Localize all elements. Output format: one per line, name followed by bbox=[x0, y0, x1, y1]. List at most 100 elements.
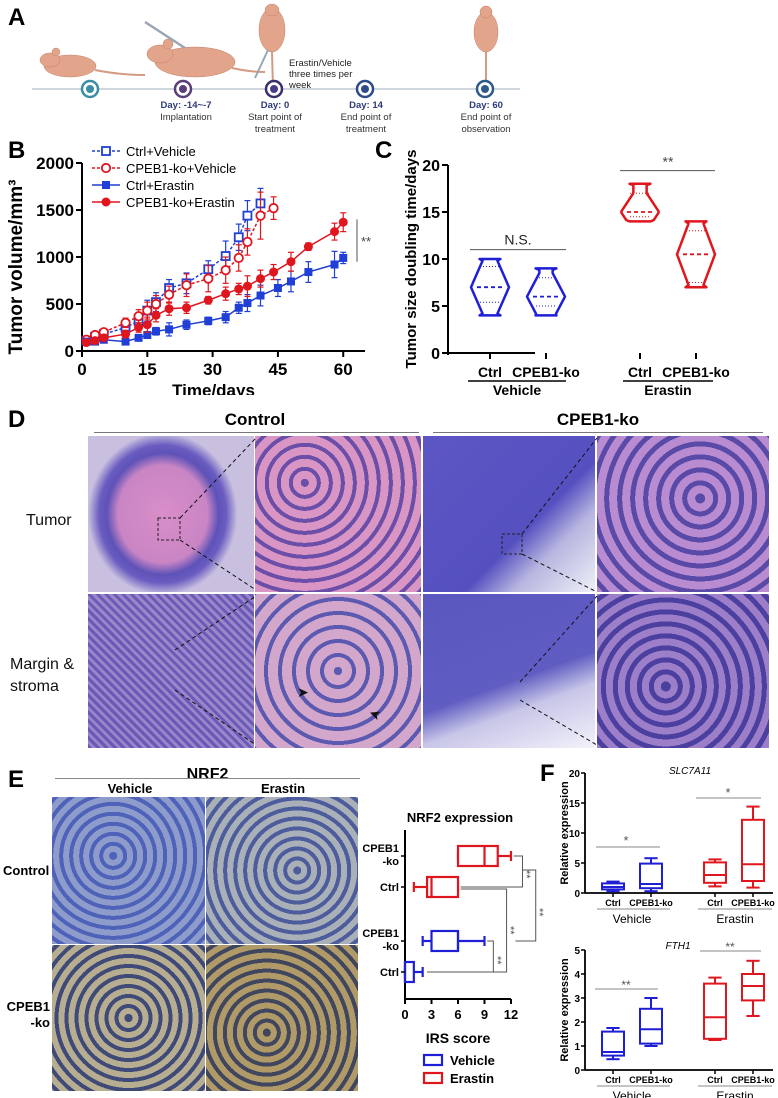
timeline-dot bbox=[173, 79, 193, 99]
row-label-tumor: Tumor bbox=[26, 512, 72, 529]
svg-text:5: 5 bbox=[574, 859, 580, 870]
panel-letter-f: F bbox=[540, 760, 555, 787]
svg-text:2000: 2000 bbox=[36, 154, 74, 173]
svg-text:1: 1 bbox=[574, 1042, 580, 1053]
histology-image-control-margin-high: ➤ ➤ bbox=[255, 594, 421, 748]
svg-text:4: 4 bbox=[574, 970, 580, 981]
column-header-cpeb1-ko: CPEB1-ko bbox=[556, 410, 640, 429]
svg-text:0: 0 bbox=[65, 342, 74, 361]
svg-text:2: 2 bbox=[574, 1018, 580, 1029]
histology-image-cpeb1-margin-high bbox=[597, 594, 769, 748]
svg-text:1500: 1500 bbox=[36, 201, 74, 220]
svg-text:CPEB1-ko: CPEB1-ko bbox=[629, 898, 673, 908]
svg-text:10: 10 bbox=[569, 829, 581, 840]
svg-text:**: ** bbox=[504, 926, 516, 935]
svg-text:**: ** bbox=[491, 956, 503, 965]
svg-text:Ctrl: Ctrl bbox=[380, 967, 399, 979]
column-header-erastin: Erastin bbox=[260, 781, 306, 796]
svg-text:-ko: -ko bbox=[383, 941, 400, 953]
svg-text:CPEB1: CPEB1 bbox=[362, 928, 399, 940]
timeline-dot bbox=[475, 79, 495, 99]
mouse-upright-icon bbox=[254, 3, 286, 89]
histology-image-cpeb1-margin-low bbox=[423, 594, 595, 748]
svg-text:0: 0 bbox=[77, 360, 86, 379]
svg-text:Ctrl: Ctrl bbox=[707, 898, 723, 908]
histology-image-control-tumor-low bbox=[88, 436, 254, 592]
svg-text:6: 6 bbox=[454, 1007, 461, 1022]
svg-text:60: 60 bbox=[334, 360, 353, 379]
panel-letter-d: D bbox=[8, 406, 26, 433]
histology-image-cpeb1-tumor-low bbox=[423, 436, 595, 592]
svg-text:Ctrl+Erastin: Ctrl+Erastin bbox=[126, 178, 194, 193]
svg-text:10: 10 bbox=[422, 252, 440, 269]
svg-text:45: 45 bbox=[268, 360, 287, 379]
svg-text:Ctrl: Ctrl bbox=[380, 882, 399, 894]
divider bbox=[55, 778, 360, 779]
svg-text:**: ** bbox=[663, 154, 674, 170]
svg-text:15: 15 bbox=[138, 360, 157, 379]
svg-text:N.S.: N.S. bbox=[504, 232, 531, 248]
mouse-icon bbox=[39, 47, 146, 78]
panel-letter-b: B bbox=[8, 137, 26, 164]
svg-text:9: 9 bbox=[481, 1007, 488, 1022]
svg-text:3: 3 bbox=[428, 1007, 435, 1022]
svg-text:**: ** bbox=[621, 978, 631, 992]
svg-text:Relative expression: Relative expression bbox=[559, 781, 571, 885]
mouse-upright-icon bbox=[473, 5, 499, 88]
svg-text:Erastin: Erastin bbox=[450, 1071, 494, 1086]
svg-text:CPEB1: CPEB1 bbox=[362, 843, 399, 855]
svg-text:**: ** bbox=[725, 940, 735, 954]
svg-text:-ko: -ko bbox=[383, 856, 400, 868]
svg-text:CPEB1-ko: CPEB1-ko bbox=[512, 364, 580, 380]
column-header-control: Control bbox=[224, 410, 286, 429]
svg-text:**: ** bbox=[361, 234, 371, 249]
svg-text:5: 5 bbox=[574, 946, 580, 957]
arrowhead-icon: ➤ bbox=[297, 684, 309, 700]
svg-text:Erastin: Erastin bbox=[644, 382, 691, 395]
divider bbox=[433, 432, 763, 433]
svg-text:3: 3 bbox=[574, 994, 580, 1005]
svg-text:30: 30 bbox=[203, 360, 222, 379]
svg-text:Ctrl: Ctrl bbox=[707, 1075, 723, 1085]
svg-text:Vehicle: Vehicle bbox=[493, 382, 541, 395]
svg-text:Ctrl: Ctrl bbox=[605, 1075, 621, 1085]
svg-text:20: 20 bbox=[569, 769, 581, 780]
svg-text:12: 12 bbox=[504, 1007, 518, 1022]
timeline-label: Day: -14~-7 Implantation bbox=[160, 100, 212, 123]
ihc-image-control-vehicle bbox=[52, 797, 205, 944]
timeline-dot bbox=[355, 79, 375, 99]
svg-text:0: 0 bbox=[574, 889, 580, 900]
svg-text:Time/days: Time/days bbox=[172, 381, 255, 395]
svg-text:15: 15 bbox=[569, 799, 581, 810]
svg-text:Vehicle: Vehicle bbox=[450, 1053, 495, 1068]
histology-image-cpeb1-tumor-high bbox=[597, 436, 769, 592]
tumor-volume-line-chart: 0 500 1000 1500 2000 0 15 30 45 60 Time/days Tumor … bbox=[6, 144, 371, 395]
svg-text:500: 500 bbox=[46, 295, 74, 314]
panel-letter-e: E bbox=[8, 766, 25, 793]
timeline-dot bbox=[80, 79, 100, 99]
svg-text:*: * bbox=[623, 833, 628, 848]
svg-text:0: 0 bbox=[574, 1066, 580, 1077]
svg-text:Tumor size doubling time/days: Tumor size doubling time/days bbox=[403, 150, 420, 369]
svg-text:IRS score: IRS score bbox=[426, 1030, 491, 1046]
svg-text:0: 0 bbox=[401, 1007, 408, 1022]
svg-text:15: 15 bbox=[422, 205, 440, 222]
panel-letter-c: C bbox=[375, 137, 393, 164]
row-label-cpeb1-ko: CPEB1 -ko bbox=[6, 999, 50, 1030]
histology-image-control-tumor-high bbox=[255, 436, 421, 592]
treatment-note: Erastin/Vehicle three times per week bbox=[289, 58, 353, 91]
svg-text:NRF2 expression: NRF2 expression bbox=[407, 810, 513, 825]
svg-text:Ctrl: Ctrl bbox=[628, 364, 652, 380]
svg-text:0: 0 bbox=[431, 346, 440, 363]
svg-text:Ctrl+Vehicle: Ctrl+Vehicle bbox=[126, 144, 196, 159]
timeline-label: Day: 14 End point of treatment bbox=[340, 100, 392, 135]
svg-text:Tumor volume/mm³: Tumor volume/mm³ bbox=[6, 180, 27, 355]
panel-letter-a: A bbox=[8, 4, 26, 31]
svg-text:**: ** bbox=[533, 908, 545, 917]
svg-text:*: * bbox=[725, 785, 730, 800]
svg-text:CPEB1-ko: CPEB1-ko bbox=[731, 898, 775, 908]
svg-text:Vehicle: Vehicle bbox=[613, 912, 652, 925]
row-label-control: Control bbox=[3, 863, 50, 878]
